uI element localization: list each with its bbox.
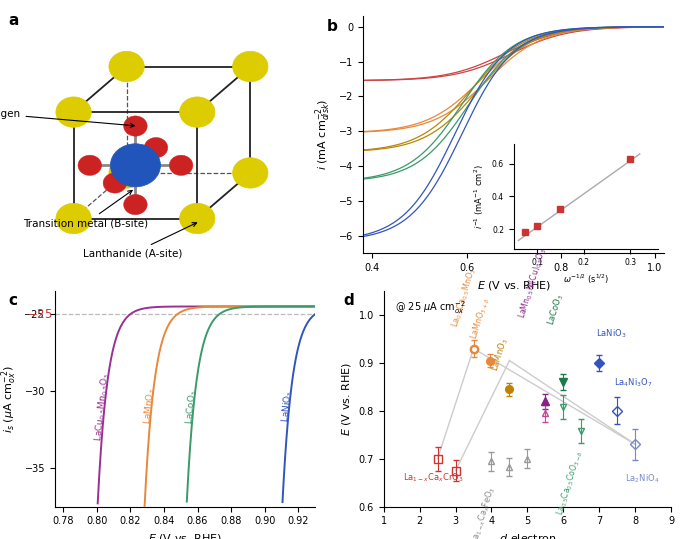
Text: Oxygen: Oxygen bbox=[0, 109, 134, 127]
X-axis label: $d$-electron: $d$-electron bbox=[499, 532, 556, 539]
Circle shape bbox=[110, 144, 160, 187]
Y-axis label: $i$ (mA cm$^{-2}_{disk}$): $i$ (mA cm$^{-2}_{disk}$) bbox=[314, 99, 334, 170]
Text: La$_{0.5}$Ca$_{0.5}$MnO$_3$: La$_{0.5}$Ca$_{0.5}$MnO$_3$ bbox=[449, 267, 479, 329]
Y-axis label: $i_s$ ($\mu$A cm$^{-2}_{ox}$): $i_s$ ($\mu$A cm$^{-2}_{ox}$) bbox=[0, 365, 19, 433]
Text: LaMnO$_{3+\delta}$: LaMnO$_{3+\delta}$ bbox=[468, 296, 493, 341]
Text: La$_4$Ni$_3$O$_7$: La$_4$Ni$_3$O$_7$ bbox=[614, 377, 653, 389]
Circle shape bbox=[169, 155, 193, 175]
Circle shape bbox=[123, 195, 147, 215]
Y-axis label: $E$ (V vs. RHE): $E$ (V vs. RHE) bbox=[340, 362, 353, 436]
Circle shape bbox=[78, 155, 101, 175]
Text: La$_{1-x}$Ca$_x$CrO$_3$: La$_{1-x}$Ca$_x$CrO$_3$ bbox=[403, 471, 464, 484]
Text: @ 25 $\mu$A cm$^{-2}_{ox}$: @ 25 $\mu$A cm$^{-2}_{ox}$ bbox=[395, 300, 466, 316]
Text: a: a bbox=[9, 13, 19, 29]
Text: LaMn$_{0.5}$Ni(Cu)$_{0.5}$O$_3$: LaMn$_{0.5}$Ni(Cu)$_{0.5}$O$_3$ bbox=[516, 246, 549, 320]
Text: Transition metal (B-site): Transition metal (B-site) bbox=[23, 190, 149, 228]
Text: LaCoO$_3$: LaCoO$_3$ bbox=[184, 389, 200, 425]
Text: Lanthanide (A-site): Lanthanide (A-site) bbox=[83, 223, 197, 259]
Circle shape bbox=[179, 203, 215, 234]
Circle shape bbox=[56, 203, 91, 234]
Text: La$_{1-x}$Ca$_x$FeO$_3$: La$_{1-x}$Ca$_x$FeO$_3$ bbox=[469, 485, 498, 539]
Text: LaNiO$_3$: LaNiO$_3$ bbox=[597, 327, 627, 340]
Text: c: c bbox=[8, 293, 17, 308]
Text: La$_{0.5}$Ca$_{0.5}$CoO$_{3-\delta}$: La$_{0.5}$Ca$_{0.5}$CoO$_{3-\delta}$ bbox=[554, 449, 586, 517]
Text: LaNiO$_3$: LaNiO$_3$ bbox=[279, 390, 295, 423]
X-axis label: $E$ (V vs. RHE): $E$ (V vs. RHE) bbox=[148, 532, 222, 539]
Text: b: b bbox=[327, 18, 338, 33]
X-axis label: $E$ (V vs. RHE): $E$ (V vs. RHE) bbox=[477, 279, 551, 292]
Text: La$_2$NiO$_4$: La$_2$NiO$_4$ bbox=[625, 472, 660, 485]
Text: LaCoO$_3$: LaCoO$_3$ bbox=[545, 292, 566, 327]
Text: LaCu$_{0.5}$Mn$_{0.5}$O$_3$: LaCu$_{0.5}$Mn$_{0.5}$O$_3$ bbox=[93, 371, 112, 441]
Text: $-25$: $-25$ bbox=[27, 308, 53, 321]
Circle shape bbox=[233, 158, 268, 188]
Circle shape bbox=[56, 97, 91, 127]
Text: LaMnO$_3$: LaMnO$_3$ bbox=[490, 336, 512, 372]
Circle shape bbox=[123, 116, 147, 136]
Circle shape bbox=[109, 158, 145, 188]
Text: LaMnO$_3$: LaMnO$_3$ bbox=[142, 388, 158, 425]
Circle shape bbox=[109, 51, 145, 82]
Text: d: d bbox=[343, 293, 354, 308]
Circle shape bbox=[103, 173, 127, 193]
Circle shape bbox=[144, 137, 168, 158]
Circle shape bbox=[179, 97, 215, 127]
Circle shape bbox=[233, 51, 268, 82]
